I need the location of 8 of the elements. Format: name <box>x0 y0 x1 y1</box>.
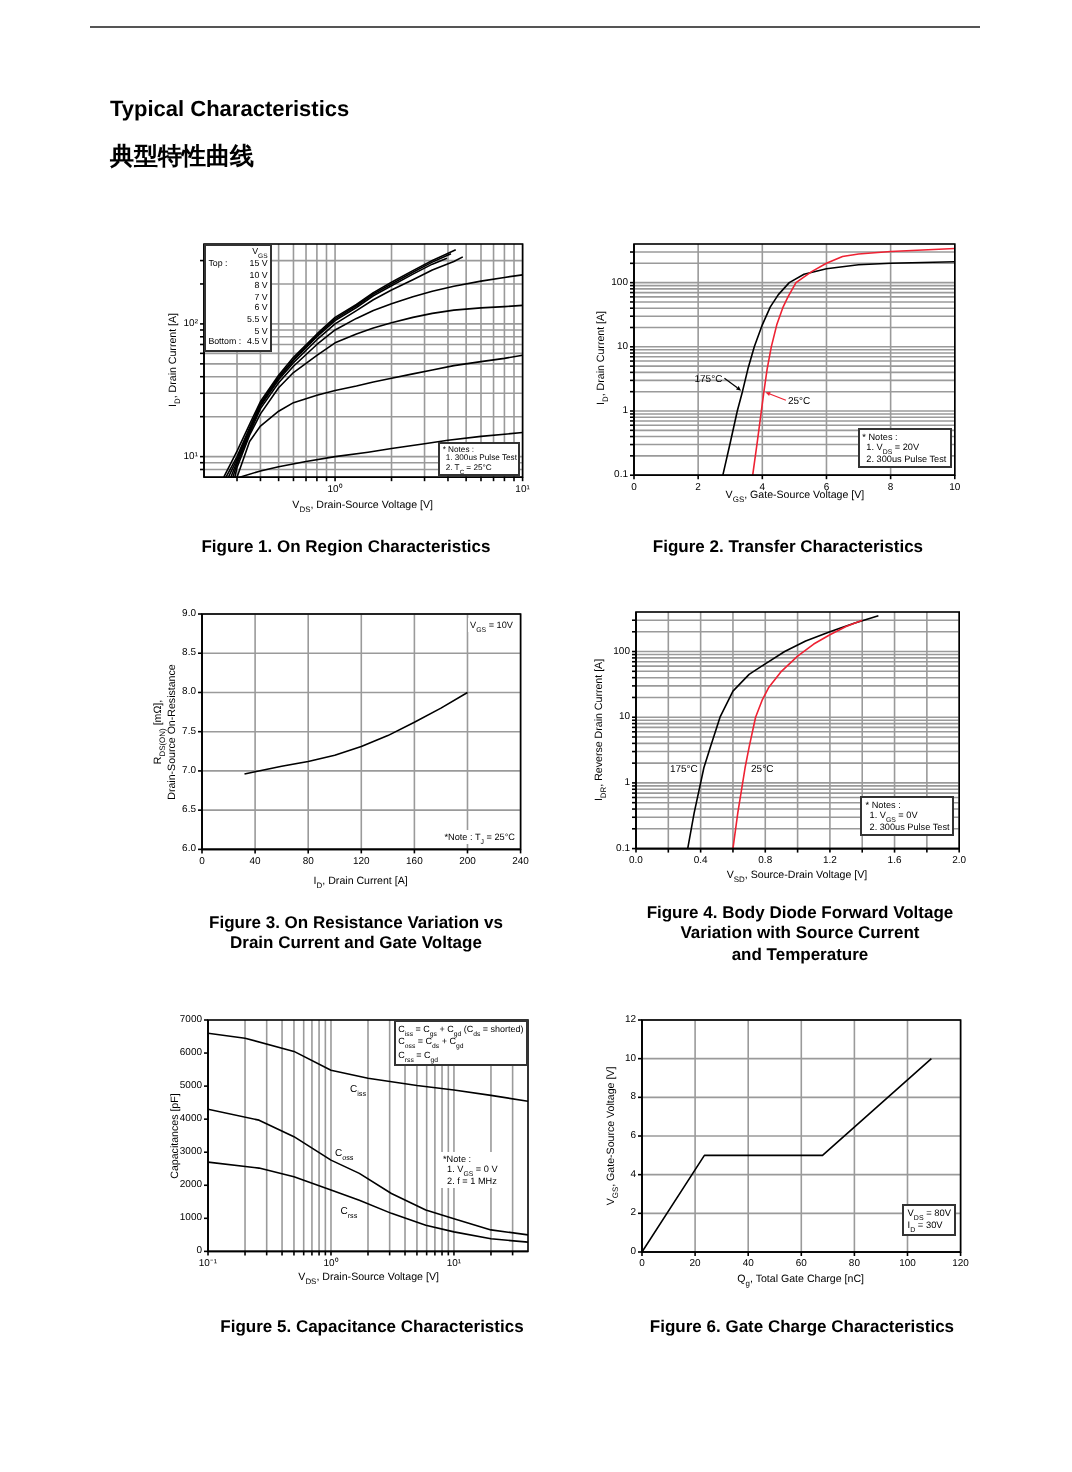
text: Figure 5. Capacitance Characteristics <box>220 1315 524 1338</box>
text: Figure 6. Gate Charge Characteristics <box>649 1315 955 1338</box>
text: 典型特性曲线 <box>110 142 256 170</box>
text: Typical Characteristics <box>110 96 350 124</box>
text: Figure 3. On Resistance Variation vs Drain Current and Gate Voltage <box>209 911 503 955</box>
text: Figure 1. On Region Characteristics <box>201 535 491 558</box>
text: Figure 2. Transfer Characteristics <box>652 535 924 558</box>
text: Figure 4. Body Diode Forward Voltage Variation with Source Current and Temperature <box>646 901 954 966</box>
